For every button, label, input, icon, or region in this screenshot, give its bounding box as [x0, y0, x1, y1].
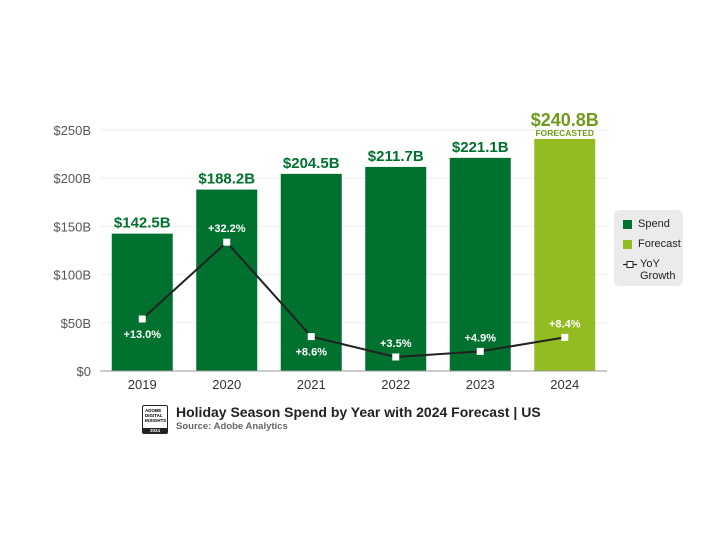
- line-marker-icon: [623, 261, 637, 268]
- legend-item-yoy: YoY Growth: [623, 258, 682, 282]
- y-tick-label: $200B: [53, 171, 91, 186]
- legend-label-spend: Spend: [638, 218, 670, 230]
- chart-title: Holiday Season Spend by Year with 2024 F…: [176, 404, 541, 420]
- yoy-point-2021: [307, 333, 315, 341]
- y-tick-label: $100B: [53, 268, 91, 283]
- yoy-label-2021: +8.6%: [296, 347, 328, 359]
- bar-2022: [365, 166, 427, 371]
- x-tick-label: 2024: [550, 377, 579, 392]
- value-label-2023: $221.1B: [452, 139, 509, 156]
- yoy-label-2024: +8.4%: [549, 318, 581, 330]
- value-label-2021: $204.5B: [283, 155, 340, 172]
- legend-item-spend: Spend: [623, 218, 670, 230]
- value-label-2024: $240.8B: [531, 110, 599, 130]
- bar-2019: [111, 233, 173, 371]
- spend-swatch: [623, 220, 632, 229]
- chart-footer: ADOBE DIGITAL INSIGHTS 2024 Holiday Season …: [142, 404, 541, 434]
- chart-source: Source: Adobe Analytics: [176, 421, 288, 432]
- value-label-2022: $211.7B: [368, 148, 424, 165]
- forecast-swatch: [623, 240, 632, 249]
- yoy-label-2020: +32.2%: [208, 223, 246, 235]
- yoy-growth-line: [141, 240, 565, 359]
- yoy-label-2022: +3.5%: [380, 338, 412, 350]
- y-tick-label: $50B: [61, 316, 91, 331]
- legend-label-forecast: Forecast: [638, 238, 681, 250]
- x-tick-label: 2019: [128, 377, 157, 392]
- y-tick-label: $0: [77, 364, 91, 379]
- bar-2020: [196, 189, 258, 371]
- value-label-2020: $188.2B: [198, 171, 255, 188]
- yoy-point-2024: [561, 333, 569, 341]
- x-tick-label: 2020: [212, 377, 241, 392]
- value-label-2019: $142.5B: [114, 215, 171, 232]
- x-tick-label: 2021: [297, 377, 326, 392]
- adobe-digital-insights-logo: ADOBE DIGITAL INSIGHTS 2024: [142, 405, 168, 434]
- yoy-point-2020: [223, 238, 231, 246]
- y-tick-label: $250B: [53, 123, 91, 138]
- x-tick-label: 2022: [381, 377, 410, 392]
- yoy-label-2019: +13.0%: [123, 329, 161, 341]
- legend-label-yoy: YoY Growth: [640, 258, 676, 282]
- y-tick-label: $150B: [53, 219, 91, 234]
- bar-2024: [534, 138, 596, 371]
- bar-2023: [449, 157, 511, 371]
- yoy-point-2023: [476, 347, 484, 355]
- yoy-point-2019: [138, 315, 146, 323]
- x-tick-label: 2023: [466, 377, 495, 392]
- yoy-label-2023: +4.9%: [465, 332, 497, 344]
- yoy-point-2022: [392, 353, 400, 361]
- forecasted-label: FORECASTED: [535, 128, 594, 138]
- legend: Spend Forecast YoY Growth: [614, 210, 683, 286]
- legend-item-forecast: Forecast: [623, 238, 681, 250]
